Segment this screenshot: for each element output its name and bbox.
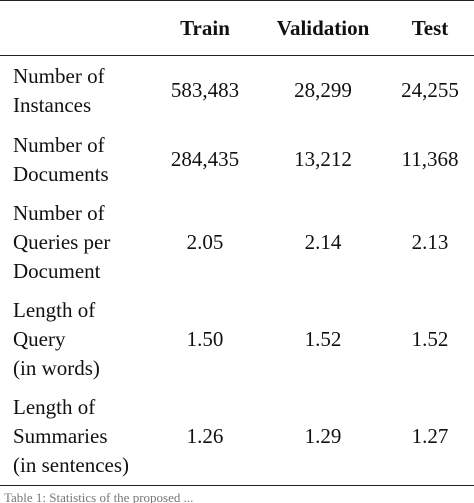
cell-test: 2.13 bbox=[411, 230, 449, 254]
header-test: Test bbox=[411, 15, 449, 40]
cell-test: 1.27 bbox=[411, 424, 449, 448]
cell-train: 1.26 bbox=[186, 424, 224, 448]
table-row: Number of Instances 583,483 28,299 24,255 bbox=[0, 56, 474, 126]
row-label-line: Query bbox=[13, 327, 66, 351]
header-train: Train bbox=[180, 15, 230, 40]
cell-validation: 1.29 bbox=[304, 424, 342, 448]
row-label-line: Document bbox=[13, 259, 101, 283]
table-row: Length of Query (in words) 1.50 1.52 1.52 bbox=[0, 291, 474, 388]
row-label: Number of Instances bbox=[0, 56, 150, 126]
row-label-line: Queries per bbox=[13, 230, 111, 254]
row-label: Length of Query (in words) bbox=[0, 291, 150, 388]
statistics-table-container: Train Validation Test Number of Instances… bbox=[0, 0, 474, 486]
header-validation: Validation bbox=[276, 15, 370, 40]
row-label-line: Length of bbox=[13, 395, 96, 419]
cell-train: 583,483 bbox=[170, 78, 240, 102]
statistics-table: Train Validation Test Number of Instances… bbox=[0, 0, 474, 486]
row-label-line: (in sentences) bbox=[13, 453, 130, 477]
cell-validation: 28,299 bbox=[294, 78, 352, 102]
cell-test: 24,255 bbox=[401, 78, 459, 102]
row-label: Number of Queries per Document bbox=[0, 194, 150, 291]
row-label-line: Length of bbox=[13, 298, 96, 322]
table-row: Number of Queries per Document 2.05 2.14 2… bbox=[0, 194, 474, 291]
row-label-line: Documents bbox=[13, 161, 109, 186]
row-label-line: Number of bbox=[13, 201, 105, 225]
row-label: Number of Documents bbox=[0, 125, 150, 194]
cell-test: 11,368 bbox=[401, 147, 459, 171]
row-label-line: Summaries bbox=[13, 424, 108, 448]
cell-train: 284,435 bbox=[170, 147, 240, 171]
row-label-line: Number of bbox=[13, 63, 105, 88]
row-label: Length of Summaries (in sentences) bbox=[0, 388, 150, 486]
cell-validation: 13,212 bbox=[294, 147, 352, 171]
cell-train: 1.50 bbox=[186, 327, 224, 351]
header-row: Train Validation Test bbox=[0, 0, 474, 56]
table-row: Number of Documents 284,435 13,212 11,368 bbox=[0, 125, 474, 194]
row-label-line: Number of bbox=[13, 132, 105, 157]
cell-train: 2.05 bbox=[186, 230, 224, 254]
row-label-line: (in words) bbox=[13, 356, 100, 380]
cell-validation: 2.14 bbox=[304, 230, 342, 254]
table-row: Length of Summaries (in sentences) 1.26 1.… bbox=[0, 388, 474, 486]
row-label-line: Instances bbox=[13, 92, 92, 117]
cell-test: 1.52 bbox=[411, 327, 449, 351]
cell-validation: 1.52 bbox=[304, 327, 342, 351]
table-caption: Table 1: Statistics of the proposed ... bbox=[4, 490, 194, 503]
header-empty bbox=[0, 1, 150, 56]
